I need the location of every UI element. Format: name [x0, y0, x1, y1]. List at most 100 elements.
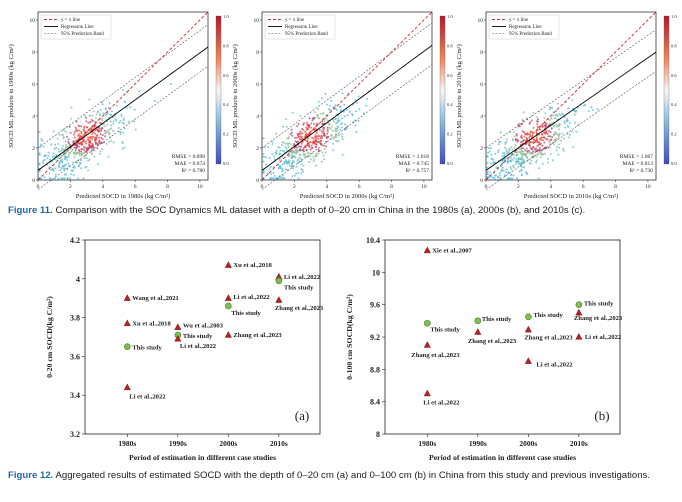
scatter-point [552, 114, 555, 117]
scatter-point [290, 155, 293, 158]
scatter-point [63, 157, 66, 160]
data-label: Li et al.,2022 [233, 294, 270, 301]
scatter-point [332, 118, 335, 121]
scatter-point [497, 143, 500, 146]
scatter-point [310, 126, 313, 129]
scatter-point [505, 168, 508, 171]
scatter-point [73, 133, 76, 136]
scatter-point [573, 121, 576, 124]
scatter-point [44, 154, 46, 157]
scatter-point [82, 139, 85, 142]
scatter-point [47, 154, 50, 157]
scatter-point [321, 122, 324, 125]
scatter-point [322, 129, 325, 132]
scatter-point [564, 126, 567, 129]
scatter-point [39, 145, 42, 148]
scatter-point [562, 137, 565, 140]
prediction-band-upper [261, 22, 433, 149]
scatter-point [528, 122, 531, 125]
scatter-point [88, 144, 90, 147]
scatter-point [85, 116, 87, 119]
scatter-point [285, 118, 288, 121]
scatter-point [101, 118, 103, 120]
scatter-point [272, 171, 275, 174]
scatter-point [525, 171, 528, 174]
scatter-point [538, 128, 541, 130]
scatter-point [107, 106, 110, 109]
data-label: Li et al.,2022 [284, 274, 321, 281]
scatter-point [328, 124, 331, 126]
scatter-point [285, 125, 288, 128]
scatter-point [557, 135, 560, 138]
scatter-point [291, 111, 294, 114]
scatter-point [46, 157, 49, 160]
scatter-point [294, 140, 297, 143]
scatter-point [57, 148, 60, 150]
scatter-point [584, 103, 586, 106]
legend-label: y = x line [61, 18, 81, 23]
scatter-point [332, 149, 335, 152]
scatter-point [80, 144, 83, 146]
scatter-point [108, 133, 111, 136]
scatter-point [81, 148, 84, 151]
scatter-point [558, 112, 561, 115]
scatter-point [66, 135, 68, 138]
scatter-point [341, 92, 344, 95]
scatter-point [320, 130, 323, 133]
scatter-point [50, 143, 53, 146]
y-tick-label: 9.6 [370, 301, 380, 310]
scatter-point [110, 127, 113, 130]
scatter-point [296, 159, 299, 162]
scatter-point [554, 116, 557, 119]
scatter-point [80, 132, 83, 135]
scatter-point [61, 161, 64, 164]
scatter-point [78, 145, 80, 148]
scatter-point [544, 137, 547, 140]
scatter-point [98, 152, 101, 155]
scatter-point [301, 132, 304, 135]
scatter-point [319, 137, 322, 140]
scatter-point [300, 136, 303, 138]
scatter-point [488, 147, 491, 149]
scatter-point [317, 137, 320, 140]
x-tick-label: 1980s [418, 439, 436, 448]
scatter-point [525, 136, 528, 139]
scatter-point [64, 140, 67, 143]
x-axis-label: Period of estimation in different case s… [129, 453, 276, 462]
scatter-point [503, 152, 506, 155]
scatter-point [326, 128, 329, 131]
scatter-point [94, 138, 97, 141]
scatter-point [518, 151, 521, 154]
scatter-point [518, 170, 521, 173]
scatter-point [487, 176, 490, 179]
scatter-point [330, 134, 333, 137]
scatter-point [92, 110, 95, 113]
scatter-point [134, 128, 137, 131]
scatter-point [119, 120, 122, 122]
scatter-point [95, 134, 98, 137]
scatter-point [522, 147, 525, 150]
scatter-point [312, 160, 315, 163]
scatter-point [523, 135, 526, 138]
scatter-point [97, 143, 100, 146]
x-tick-label: 10 [421, 184, 427, 190]
scatter-point [291, 159, 294, 162]
scatter-point [544, 152, 546, 155]
scatter-point [121, 121, 124, 124]
scatter-point [336, 127, 339, 130]
scatter-point [79, 158, 82, 161]
scatter-point [299, 154, 302, 157]
fig11-panel-2010s: 00 2 2 4 4 6 6 8 8 10 10 y = x line Regression Line 9… [456, 11, 677, 200]
data-point-circle [474, 317, 482, 325]
scatter-point [106, 112, 109, 115]
x-tick-label: 1990s [469, 439, 487, 448]
scatter-point [542, 136, 545, 139]
data-point-triangle [123, 319, 131, 327]
scatter-point [534, 140, 537, 142]
scatter-point [550, 117, 553, 120]
scatter-point [544, 123, 547, 126]
scatter-point [337, 114, 340, 117]
scatter-point [299, 130, 302, 133]
scatter-point [62, 128, 64, 131]
scatter-point [514, 144, 517, 147]
